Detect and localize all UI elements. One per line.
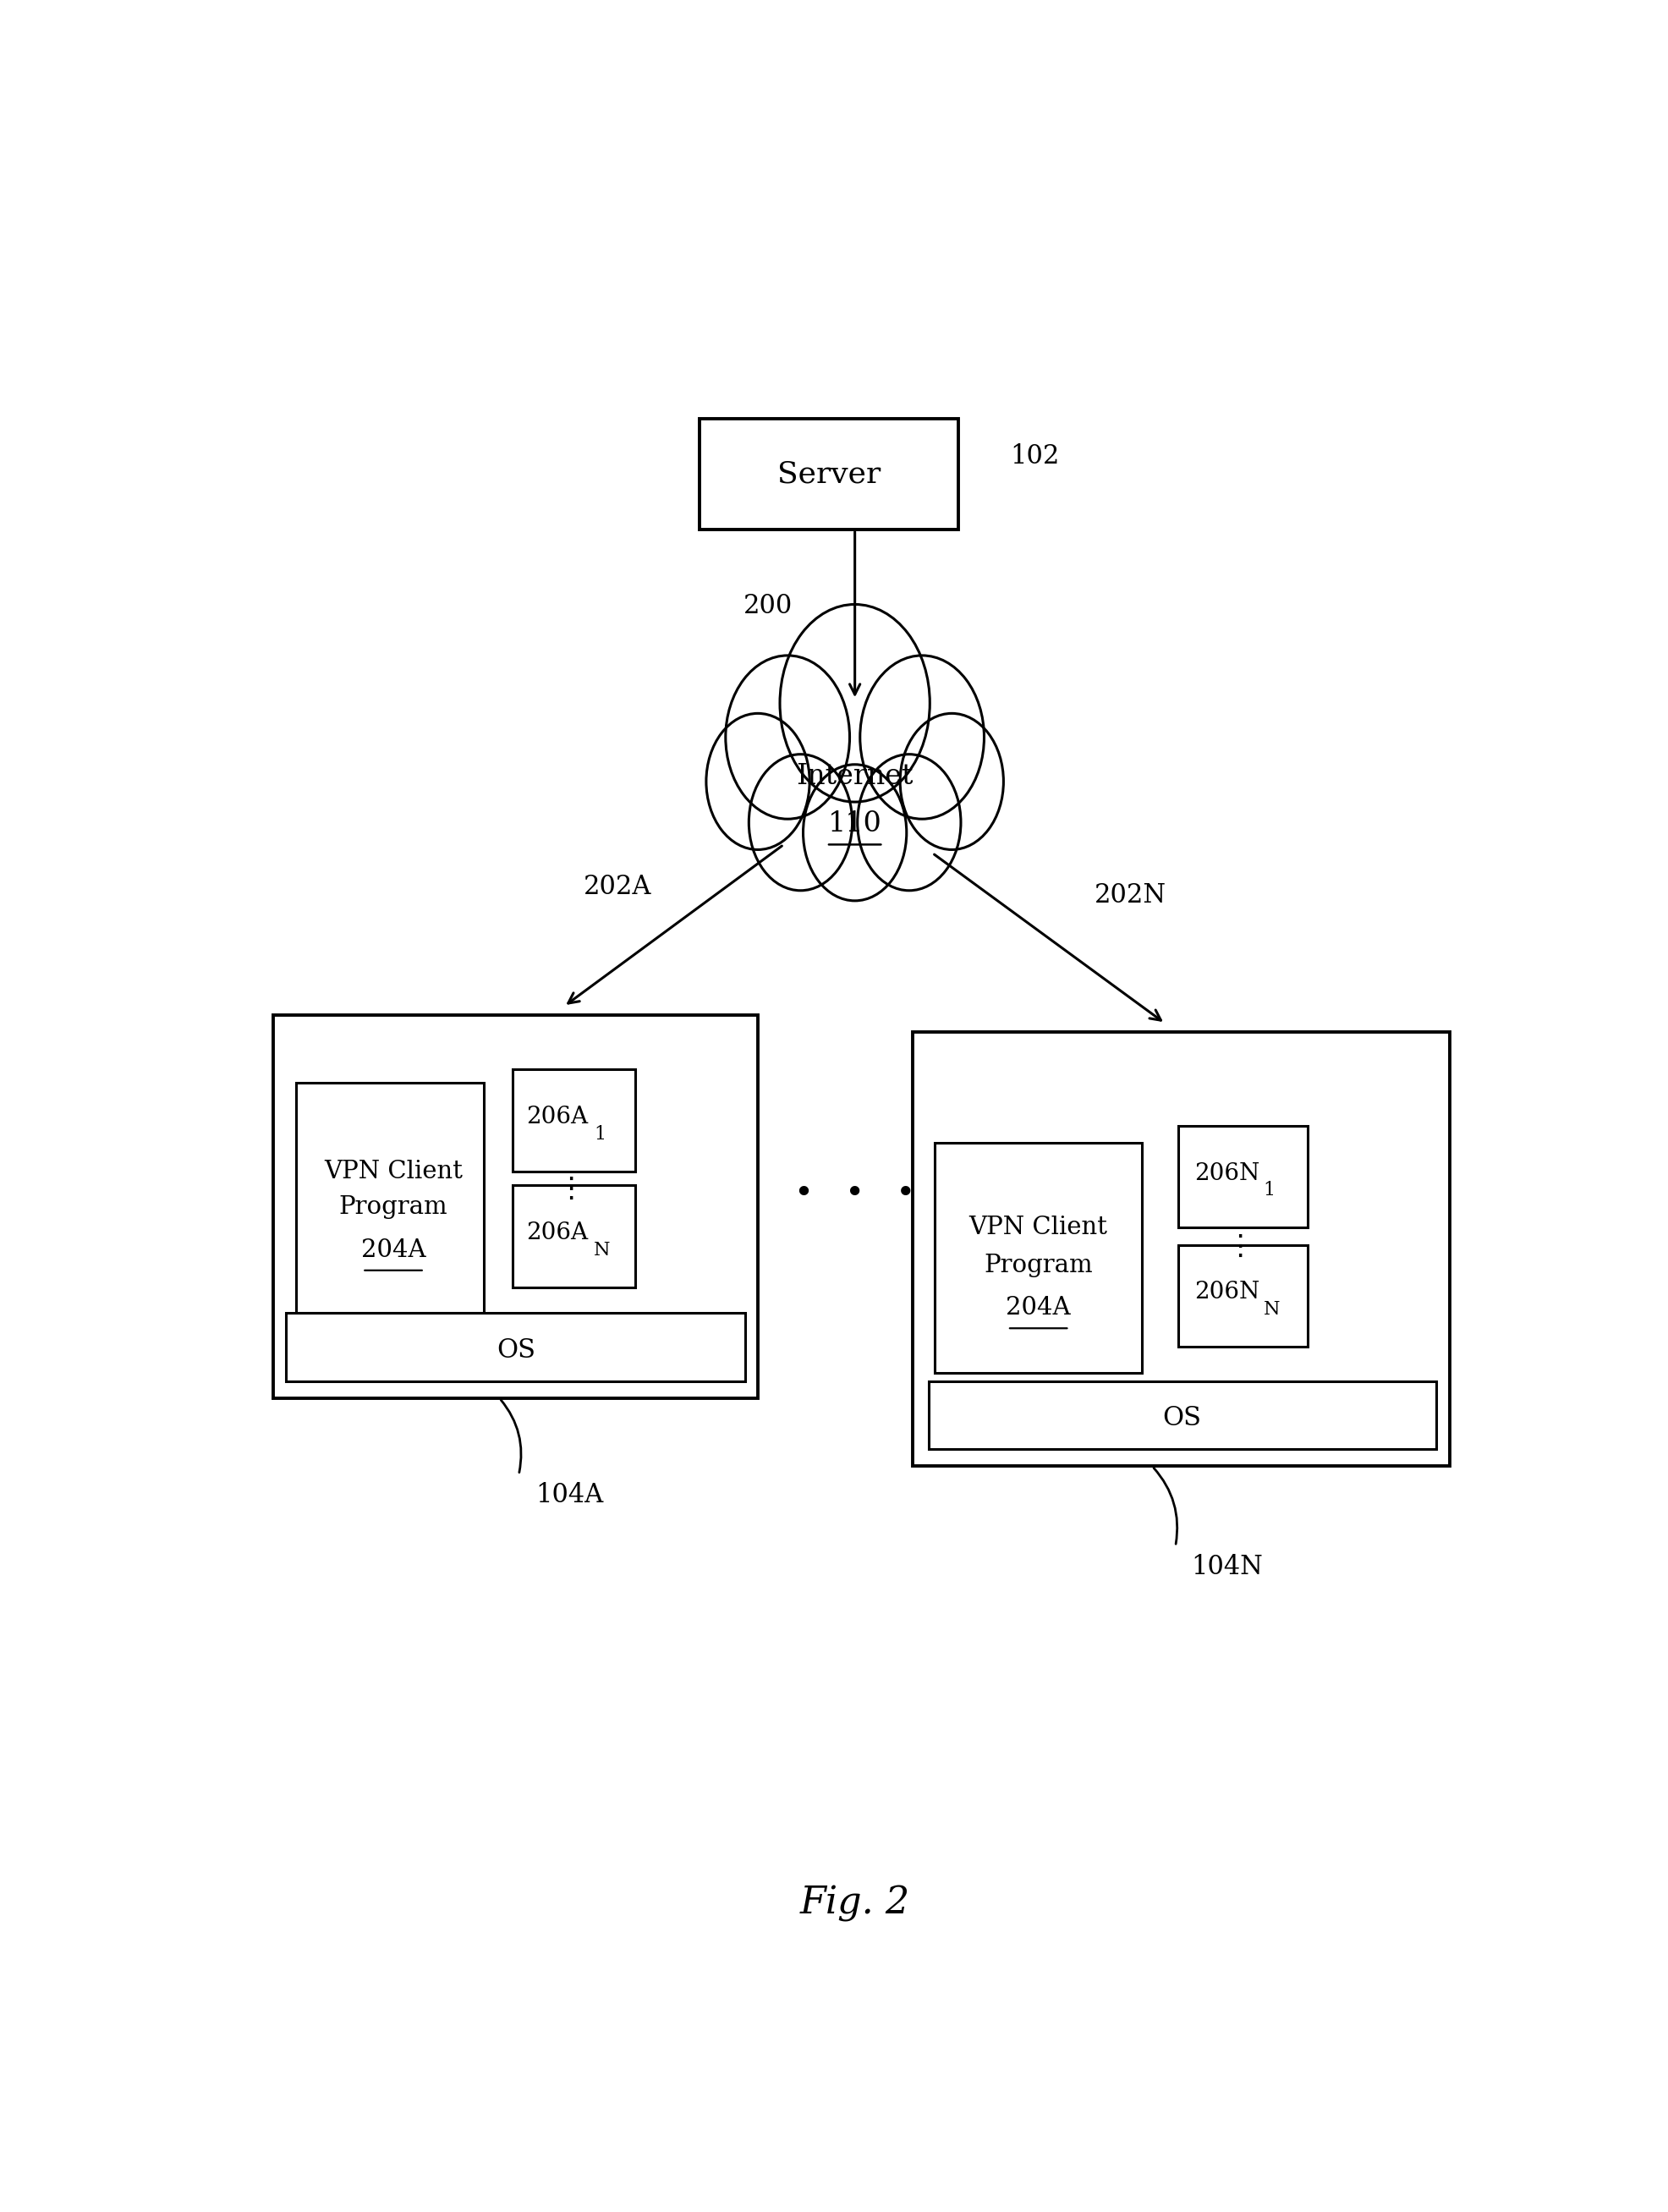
Text: OS: OS: [497, 1338, 535, 1363]
FancyBboxPatch shape: [929, 1380, 1436, 1449]
Text: ⋮: ⋮: [557, 1175, 584, 1203]
Circle shape: [781, 604, 929, 803]
Circle shape: [706, 714, 809, 849]
Text: ⋮: ⋮: [1226, 1232, 1254, 1261]
Text: 110: 110: [827, 810, 882, 838]
Text: Fig. 2: Fig. 2: [799, 1885, 911, 1922]
Text: 202N: 202N: [1094, 883, 1166, 909]
Text: 1: 1: [594, 1124, 605, 1144]
Text: 104A: 104A: [535, 1482, 604, 1509]
FancyBboxPatch shape: [512, 1186, 636, 1287]
FancyBboxPatch shape: [287, 1314, 746, 1380]
Text: Program: Program: [339, 1194, 447, 1219]
FancyBboxPatch shape: [274, 1015, 757, 1398]
Text: 102: 102: [1009, 442, 1059, 469]
FancyBboxPatch shape: [1178, 1245, 1308, 1347]
Text: VPN Client: VPN Client: [324, 1159, 462, 1183]
Text: 206A: 206A: [527, 1106, 589, 1128]
Text: Internet: Internet: [796, 763, 914, 790]
Text: N: N: [1263, 1301, 1279, 1318]
Text: 202A: 202A: [584, 874, 652, 900]
Circle shape: [901, 714, 1004, 849]
FancyBboxPatch shape: [1178, 1126, 1308, 1228]
Text: 200: 200: [744, 593, 792, 619]
FancyBboxPatch shape: [936, 1144, 1143, 1371]
Circle shape: [857, 754, 961, 891]
Text: N: N: [594, 1241, 610, 1259]
Text: 104N: 104N: [1191, 1553, 1263, 1579]
Text: 206A: 206A: [527, 1221, 589, 1245]
Text: 1: 1: [1263, 1181, 1276, 1199]
FancyBboxPatch shape: [701, 418, 959, 529]
FancyBboxPatch shape: [297, 1084, 484, 1314]
Text: Program: Program: [984, 1254, 1093, 1276]
Text: •   •   •: • • •: [794, 1177, 916, 1210]
Text: OS: OS: [1163, 1405, 1201, 1431]
Text: 204A: 204A: [1006, 1296, 1071, 1321]
Circle shape: [861, 655, 984, 818]
Text: Server: Server: [777, 460, 881, 489]
Circle shape: [804, 765, 907, 900]
Text: 206N: 206N: [1194, 1281, 1259, 1303]
FancyBboxPatch shape: [912, 1031, 1449, 1467]
Circle shape: [749, 754, 852, 891]
Circle shape: [726, 655, 849, 818]
Text: VPN Client: VPN Client: [969, 1217, 1108, 1239]
Text: 204A: 204A: [360, 1239, 425, 1261]
Text: 206N: 206N: [1194, 1161, 1259, 1186]
FancyBboxPatch shape: [512, 1068, 636, 1172]
